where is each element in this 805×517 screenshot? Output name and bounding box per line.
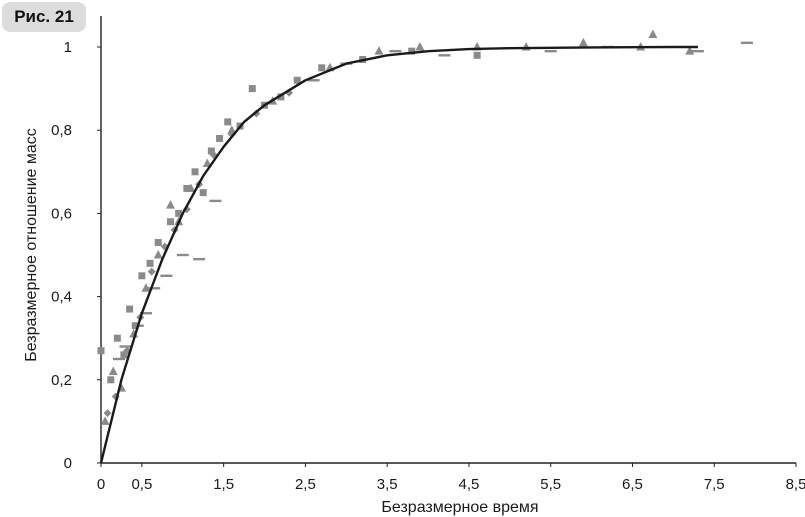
data-point-dash: [209, 199, 222, 203]
data-point-dash: [740, 41, 753, 45]
x-tick-label: 3,5: [377, 476, 398, 493]
data-point-square: [154, 239, 162, 247]
data-point-dash: [160, 274, 173, 277]
x-tick-label: 4,5: [459, 476, 480, 493]
data-point-square: [138, 272, 146, 280]
y-tick-label: 0,4: [51, 289, 72, 306]
data-point-square: [248, 85, 256, 93]
data-point-dash: [119, 345, 132, 348]
x-tick-label: 8,5: [786, 476, 805, 493]
x-tick-label: 0: [97, 476, 105, 493]
y-axis-label: Безразмерное отношение масс: [23, 128, 40, 362]
data-point-dash: [544, 49, 557, 53]
data-point-square: [318, 64, 326, 72]
x-tick-label: 6,5: [622, 476, 643, 493]
data-point-square: [473, 51, 481, 59]
data-point-diamond: [227, 130, 236, 139]
x-axis-label: Безразмерное время: [381, 499, 538, 516]
data-point-square: [97, 347, 105, 355]
data-point-triangle: [166, 200, 175, 209]
x-tick-label: 1,5: [213, 476, 234, 493]
data-point-square: [167, 218, 174, 226]
data-point-triangle: [186, 183, 196, 192]
data-point-square: [146, 259, 154, 267]
x-tick-label: 7,5: [704, 476, 725, 493]
data-point-triangle: [648, 29, 658, 39]
data-point-triangle: [141, 283, 151, 292]
data-point-triangle: [374, 46, 384, 55]
data-point-diamond: [103, 409, 112, 418]
y-tick-label: 0,6: [51, 205, 72, 222]
data-point-dash: [148, 287, 161, 290]
data-point-triangle: [108, 366, 118, 375]
data-point-square: [293, 76, 301, 84]
data-point-triangle: [153, 250, 163, 259]
data-point-triangle: [685, 46, 695, 55]
data-point-dash: [193, 257, 206, 261]
data-point-square: [277, 93, 285, 101]
data-point-diamond: [147, 267, 156, 276]
y-tick-label: 0,8: [51, 122, 72, 139]
data-point-dash: [112, 357, 125, 361]
data-point-square: [107, 376, 115, 384]
x-tick-label: 2,5: [295, 476, 316, 493]
data-point-square: [191, 168, 199, 176]
data-point-square: [216, 135, 224, 143]
data-point-dash: [691, 49, 704, 53]
data-point-square: [224, 118, 232, 126]
data-point-square: [408, 47, 416, 55]
x-tick-label: 5,5: [540, 476, 561, 493]
plot-area: 0 0,5 1,5 2,5 3,5 4,5 5,5 6,5 7,5 8,5 0 0,2 0,4 0,6 0,…: [51, 16, 805, 493]
data-point-square: [113, 334, 121, 342]
data-point-triangle: [227, 125, 237, 134]
x-tick-label: 0,5: [131, 476, 152, 493]
data-point-dash: [176, 253, 189, 257]
data-point-square: [175, 209, 183, 217]
figure-label: Рис. 21: [2, 2, 86, 32]
data-point-square: [199, 189, 207, 197]
data-point-square: [207, 147, 215, 155]
data-point-dash: [307, 79, 320, 82]
data-point-dash: [389, 49, 402, 53]
data-point-square: [183, 184, 191, 192]
y-tick-label: 0: [64, 455, 72, 472]
data-point-dash: [438, 54, 451, 57]
data-point-triangle: [578, 37, 588, 47]
y-tick-label: 1: [64, 39, 72, 56]
data-point-triangle: [100, 416, 110, 425]
data-point-square: [126, 305, 134, 313]
data-point-triangle: [415, 42, 425, 51]
fitted-curve: [99, 45, 698, 464]
data-point-dash: [139, 312, 152, 315]
data-point-square: [120, 351, 128, 359]
y-tick-label: 0,2: [51, 372, 72, 389]
